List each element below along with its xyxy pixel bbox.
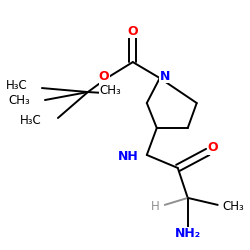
Text: H₃C: H₃C [6, 78, 28, 92]
Text: CH₃: CH₃ [223, 200, 244, 213]
Text: O: O [98, 70, 109, 82]
Text: O: O [208, 142, 218, 154]
Text: O: O [128, 25, 138, 38]
Text: NH₂: NH₂ [175, 227, 201, 240]
Text: CH₃: CH₃ [8, 94, 30, 106]
Text: H: H [151, 200, 160, 213]
Text: H₃C: H₃C [20, 114, 42, 126]
Text: N: N [160, 70, 170, 82]
Text: NH: NH [118, 150, 139, 164]
Text: CH₃: CH₃ [100, 84, 122, 96]
